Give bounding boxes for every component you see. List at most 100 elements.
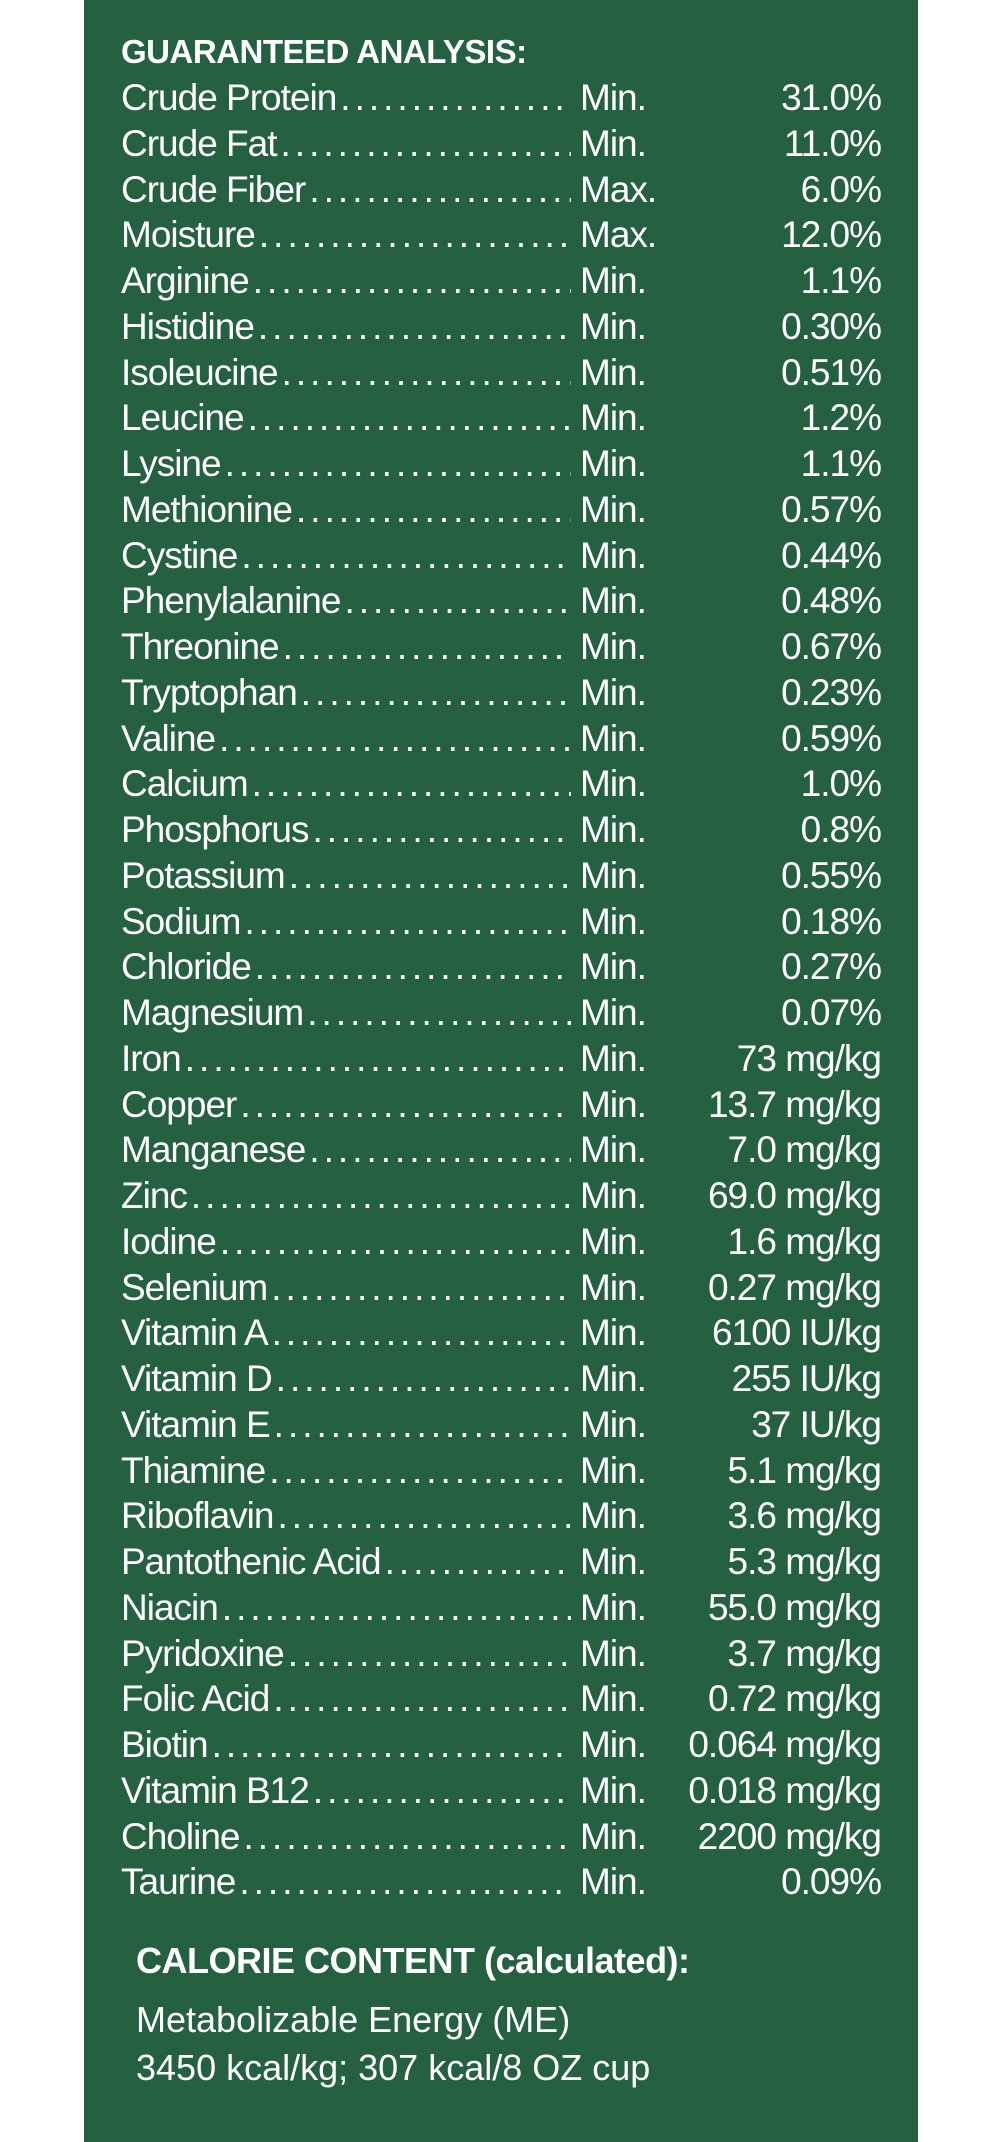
nutrient-value: 0.59%: [781, 717, 882, 759]
nutrient-name: Phosphorus: [121, 809, 309, 850]
nutrient-name: Isoleucine: [121, 351, 279, 393]
nutrient-qualifier: Min.: [580, 260, 647, 301]
analysis-row: Vitamin D...............................…: [121, 1358, 882, 1404]
analysis-row-name-leader: Magnesium...............................…: [121, 992, 571, 1034]
analysis-row: Choline.................................…: [121, 1815, 882, 1862]
analysis-row-name-leader: Histidine...............................…: [121, 306, 571, 348]
nutrient-value: 5.1 mg/kg: [727, 1449, 882, 1491]
analysis-row-name-leader: Crude Protein...........................…: [121, 77, 571, 119]
nutrient-value: 0.064 mg/kg: [688, 1724, 882, 1765]
nutrition-label-panel: GUARANTEED ANALYSIS: Crude Protein......…: [84, 0, 918, 2142]
analysis-row: Vitamin A...............................…: [121, 1312, 882, 1358]
calorie-content-section: CALORIE CONTENT (calculated): Metaboliza…: [136, 1940, 690, 2092]
analysis-row: Threonine...............................…: [121, 626, 882, 672]
dot-leader: ....................................: [271, 1266, 571, 1308]
nutrient-value: 37 IU/kg: [751, 1403, 882, 1445]
analysis-row: Magnesium...............................…: [121, 992, 882, 1038]
analysis-row-name-leader: Manganese...............................…: [121, 1129, 571, 1171]
dot-leader: ....................................: [269, 1449, 571, 1491]
dot-leader: ....................................: [254, 946, 571, 988]
nutrient-value: 6100 IU/kg: [712, 1312, 882, 1354]
analysis-row-name-leader: Vitamin B12.............................…: [121, 1770, 571, 1812]
nutrient-name: Chloride: [121, 946, 252, 988]
nutrient-qualifier: Min.: [580, 580, 647, 622]
analysis-row: Moisture................................…: [121, 214, 882, 260]
nutrient-qualifier: Min.: [580, 763, 647, 805]
nutrient-qualifier: Min.: [580, 1037, 647, 1079]
nutrient-name: Pyridoxine: [121, 1632, 285, 1674]
nutrient-value: 0.09%: [781, 1861, 882, 1903]
nutrient-qualifier: Min.: [580, 351, 647, 393]
nutrient-name: Zinc: [121, 1175, 188, 1216]
analysis-row-name-leader: Zinc....................................: [121, 1175, 571, 1217]
nutrient-qualifier: Min.: [580, 1220, 647, 1262]
nutrient-name: Folic Acid: [121, 1678, 270, 1720]
nutrient-name: Leucine: [121, 397, 245, 439]
nutrient-qualifier: Min.: [580, 809, 647, 850]
nutrient-value: 3.7 mg/kg: [727, 1632, 882, 1674]
dot-leader: ....................................: [247, 397, 571, 439]
analysis-row-name-leader: Leucine.................................…: [121, 397, 571, 439]
dot-leader: ....................................: [296, 488, 571, 530]
analysis-row: Zinc....................................…: [121, 1175, 882, 1221]
dot-leader: ....................................: [240, 1083, 571, 1125]
nutrient-value: 0.72 mg/kg: [707, 1678, 882, 1720]
nutrient-value: 13.7 mg/kg: [707, 1083, 882, 1125]
analysis-row-name-leader: Iodine..................................…: [121, 1221, 571, 1263]
nutrient-value: 7.0 mg/kg: [727, 1129, 882, 1171]
nutrient-name: Niacin: [121, 1586, 219, 1628]
nutrient-value: 2200 mg/kg: [697, 1815, 882, 1857]
nutrient-value: 1.0%: [800, 763, 882, 805]
dot-leader: ....................................: [340, 77, 571, 118]
nutrient-qualifier: Max.: [580, 214, 657, 256]
nutrient-qualifier: Min.: [580, 1495, 647, 1537]
nutrient-name: Threonine: [121, 626, 280, 667]
nutrient-value: 73 mg/kg: [736, 1037, 882, 1079]
nutrient-qualifier: Min.: [580, 305, 647, 347]
nutrient-name: Histidine: [121, 305, 255, 347]
nutrient-value: 0.57%: [781, 488, 882, 530]
analysis-row-name-leader: Biotin..................................…: [121, 1724, 571, 1766]
nutrient-qualifier: Min.: [580, 1083, 647, 1125]
nutrient-value: 255 IU/kg: [731, 1358, 882, 1399]
nutrient-value: 0.55%: [781, 854, 882, 896]
nutrient-value: 0.51%: [781, 351, 882, 393]
analysis-row: Pyridoxine..............................…: [121, 1632, 882, 1679]
analysis-row: Cystine.................................…: [121, 535, 882, 581]
analysis-row: Sodium..................................…: [121, 901, 882, 947]
analysis-row: Calcium.................................…: [121, 763, 882, 809]
nutrient-value: 69.0 mg/kg: [707, 1175, 882, 1216]
analysis-row-name-leader: Calcium.................................…: [121, 763, 571, 805]
nutrient-qualifier: Min.: [580, 1449, 647, 1491]
analysis-row: Iodine..................................…: [121, 1220, 882, 1267]
dot-leader: ....................................: [287, 1632, 571, 1674]
dot-leader: ....................................: [312, 809, 571, 850]
dot-leader: ....................................: [241, 534, 571, 576]
dot-leader: ....................................: [224, 443, 571, 484]
analysis-row-name-leader: Vitamin A...............................…: [121, 1312, 571, 1354]
analysis-row-name-leader: Crude Fiber.............................…: [121, 169, 571, 211]
nutrient-name: Riboflavin: [121, 1495, 274, 1537]
analysis-row: Crude Fat...............................…: [121, 122, 882, 169]
analysis-row-name-leader: Pantothenic Acid........................…: [121, 1541, 571, 1583]
nutrient-qualifier: Min.: [580, 1175, 647, 1216]
analysis-row-name-leader: Cystine.................................…: [121, 535, 571, 577]
nutrient-qualifier: Min.: [580, 1724, 647, 1765]
nutrient-qualifier: Min.: [580, 1586, 647, 1628]
analysis-row-name-leader: Methionine..............................…: [121, 489, 571, 531]
analysis-row: Copper..................................…: [121, 1083, 882, 1130]
nutrient-name: Arginine: [121, 260, 250, 301]
analysis-row: Selenium................................…: [121, 1266, 882, 1313]
nutrient-value: 1.1%: [800, 443, 882, 484]
nutrient-name: Thiamine: [121, 1449, 266, 1491]
guaranteed-analysis-heading: GUARANTEED ANALYSIS:: [121, 33, 527, 70]
dot-leader: ....................................: [184, 1037, 571, 1079]
nutrient-value: 0.07%: [781, 992, 882, 1033]
nutrient-name: Moisture: [121, 214, 256, 256]
analysis-row: Isoleucine..............................…: [121, 351, 882, 398]
analysis-row-name-leader: Niacin..................................…: [121, 1587, 571, 1629]
analysis-row-name-leader: Tryptophan..............................…: [121, 672, 571, 714]
nutrient-name: Crude Fat: [121, 122, 278, 164]
nutrient-name: Choline: [121, 1815, 240, 1857]
analysis-row: Chloride................................…: [121, 946, 882, 992]
